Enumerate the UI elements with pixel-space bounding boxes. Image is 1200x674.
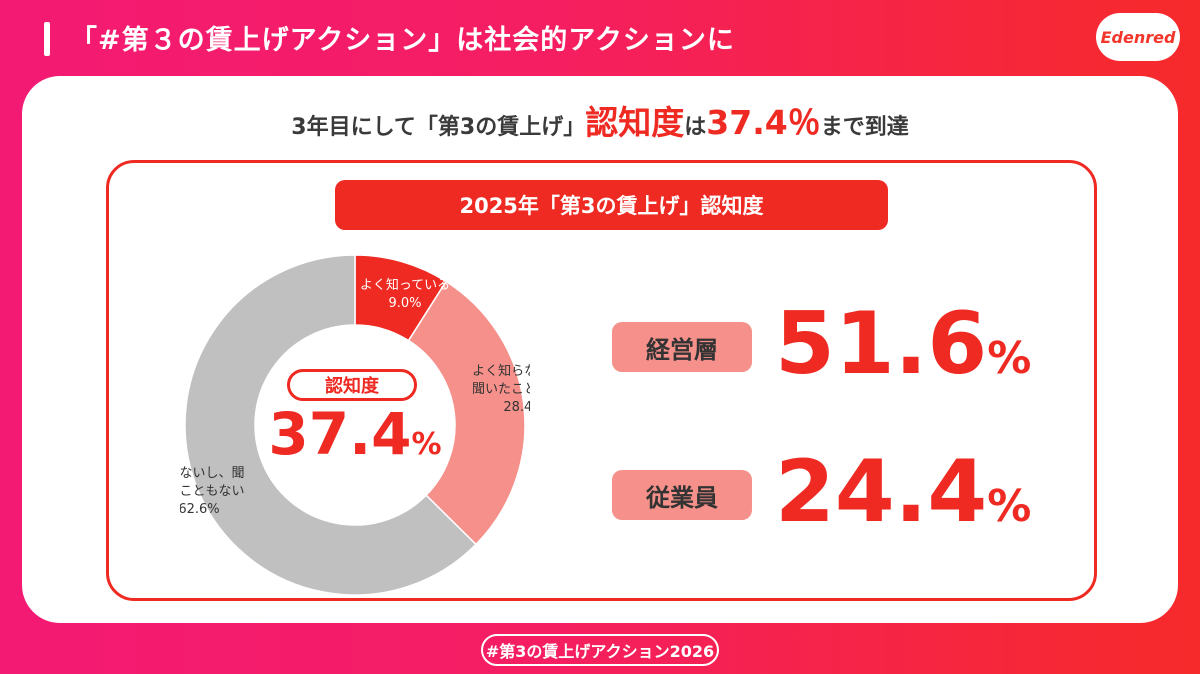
center-value: 37.4%: [260, 400, 450, 468]
headline-emphasis: 認知度: [585, 103, 685, 142]
center-value-number: 37.4: [268, 400, 412, 468]
slice-heard-of: [407, 280, 526, 546]
headline-value: 37.4％: [706, 103, 821, 142]
stat-value-number: 24.4: [775, 442, 988, 542]
stat-value-unit: %: [987, 481, 1032, 532]
stat-label-executives: 経営層: [612, 322, 752, 372]
headline: 3年目にして「第3の賃上げ」認知度は37.4％まで到達: [0, 96, 1200, 144]
slice-unaware: [184, 254, 478, 596]
center-value-unit: %: [411, 427, 442, 462]
stat-value-number: 51.6: [775, 294, 988, 394]
stat-label-employees: 従業員: [612, 470, 752, 520]
stat-value-employees: 24.4%: [775, 442, 1031, 542]
edenred-logo: Edenred: [1096, 13, 1180, 61]
headline-middle: は: [684, 115, 707, 140]
chart-frame: [106, 160, 1097, 601]
page-title: 「#第３の賃上げアクション」は社会的アクションに: [70, 25, 735, 56]
stat-value-executives: 51.6%: [775, 294, 1031, 394]
header-accent-bar: [44, 22, 50, 56]
center-label: 認知度: [287, 369, 417, 401]
stat-value-unit: %: [987, 333, 1032, 384]
headline-prefix: 3年目にして「第3の賃上げ」: [291, 115, 586, 140]
headline-suffix: まで到達: [820, 115, 909, 140]
slice-well-known-label: よく知っている 9.0%: [360, 277, 450, 311]
slice-unaware-label: 知らないし、聞いたこともない62.6%: [180, 465, 245, 517]
footer-hashtag: #第3の賃上げアクション2026: [481, 634, 719, 666]
chart-title: 2025年「第3の賃上げ」認知度: [335, 180, 888, 230]
slice-heard-of-label: よく知らないが、聞いたことはある28.4%: [472, 363, 530, 415]
